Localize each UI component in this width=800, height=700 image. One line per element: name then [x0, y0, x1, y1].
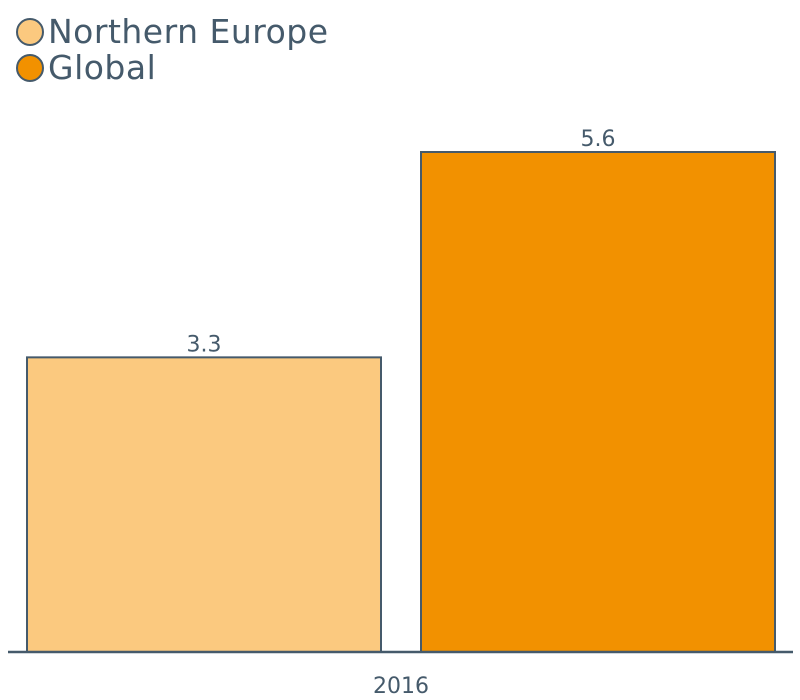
legend-label-northern-europe: Northern Europe: [48, 12, 329, 51]
data-label-northern-europe: 3.3: [187, 332, 222, 357]
x-tick-label: 2016: [373, 674, 429, 699]
data-label-global: 5.6: [581, 127, 616, 152]
legend-item-northern-europe: Northern Europe: [16, 14, 329, 50]
legend-swatch-global: [16, 54, 44, 82]
legend: Northern Europe Global: [16, 14, 329, 86]
legend-label-global: Global: [48, 48, 157, 87]
bar-global: [420, 151, 776, 653]
bar-northern-europe: [26, 356, 382, 653]
legend-item-global: Global: [16, 50, 329, 86]
legend-swatch-northern-europe: [16, 18, 44, 46]
